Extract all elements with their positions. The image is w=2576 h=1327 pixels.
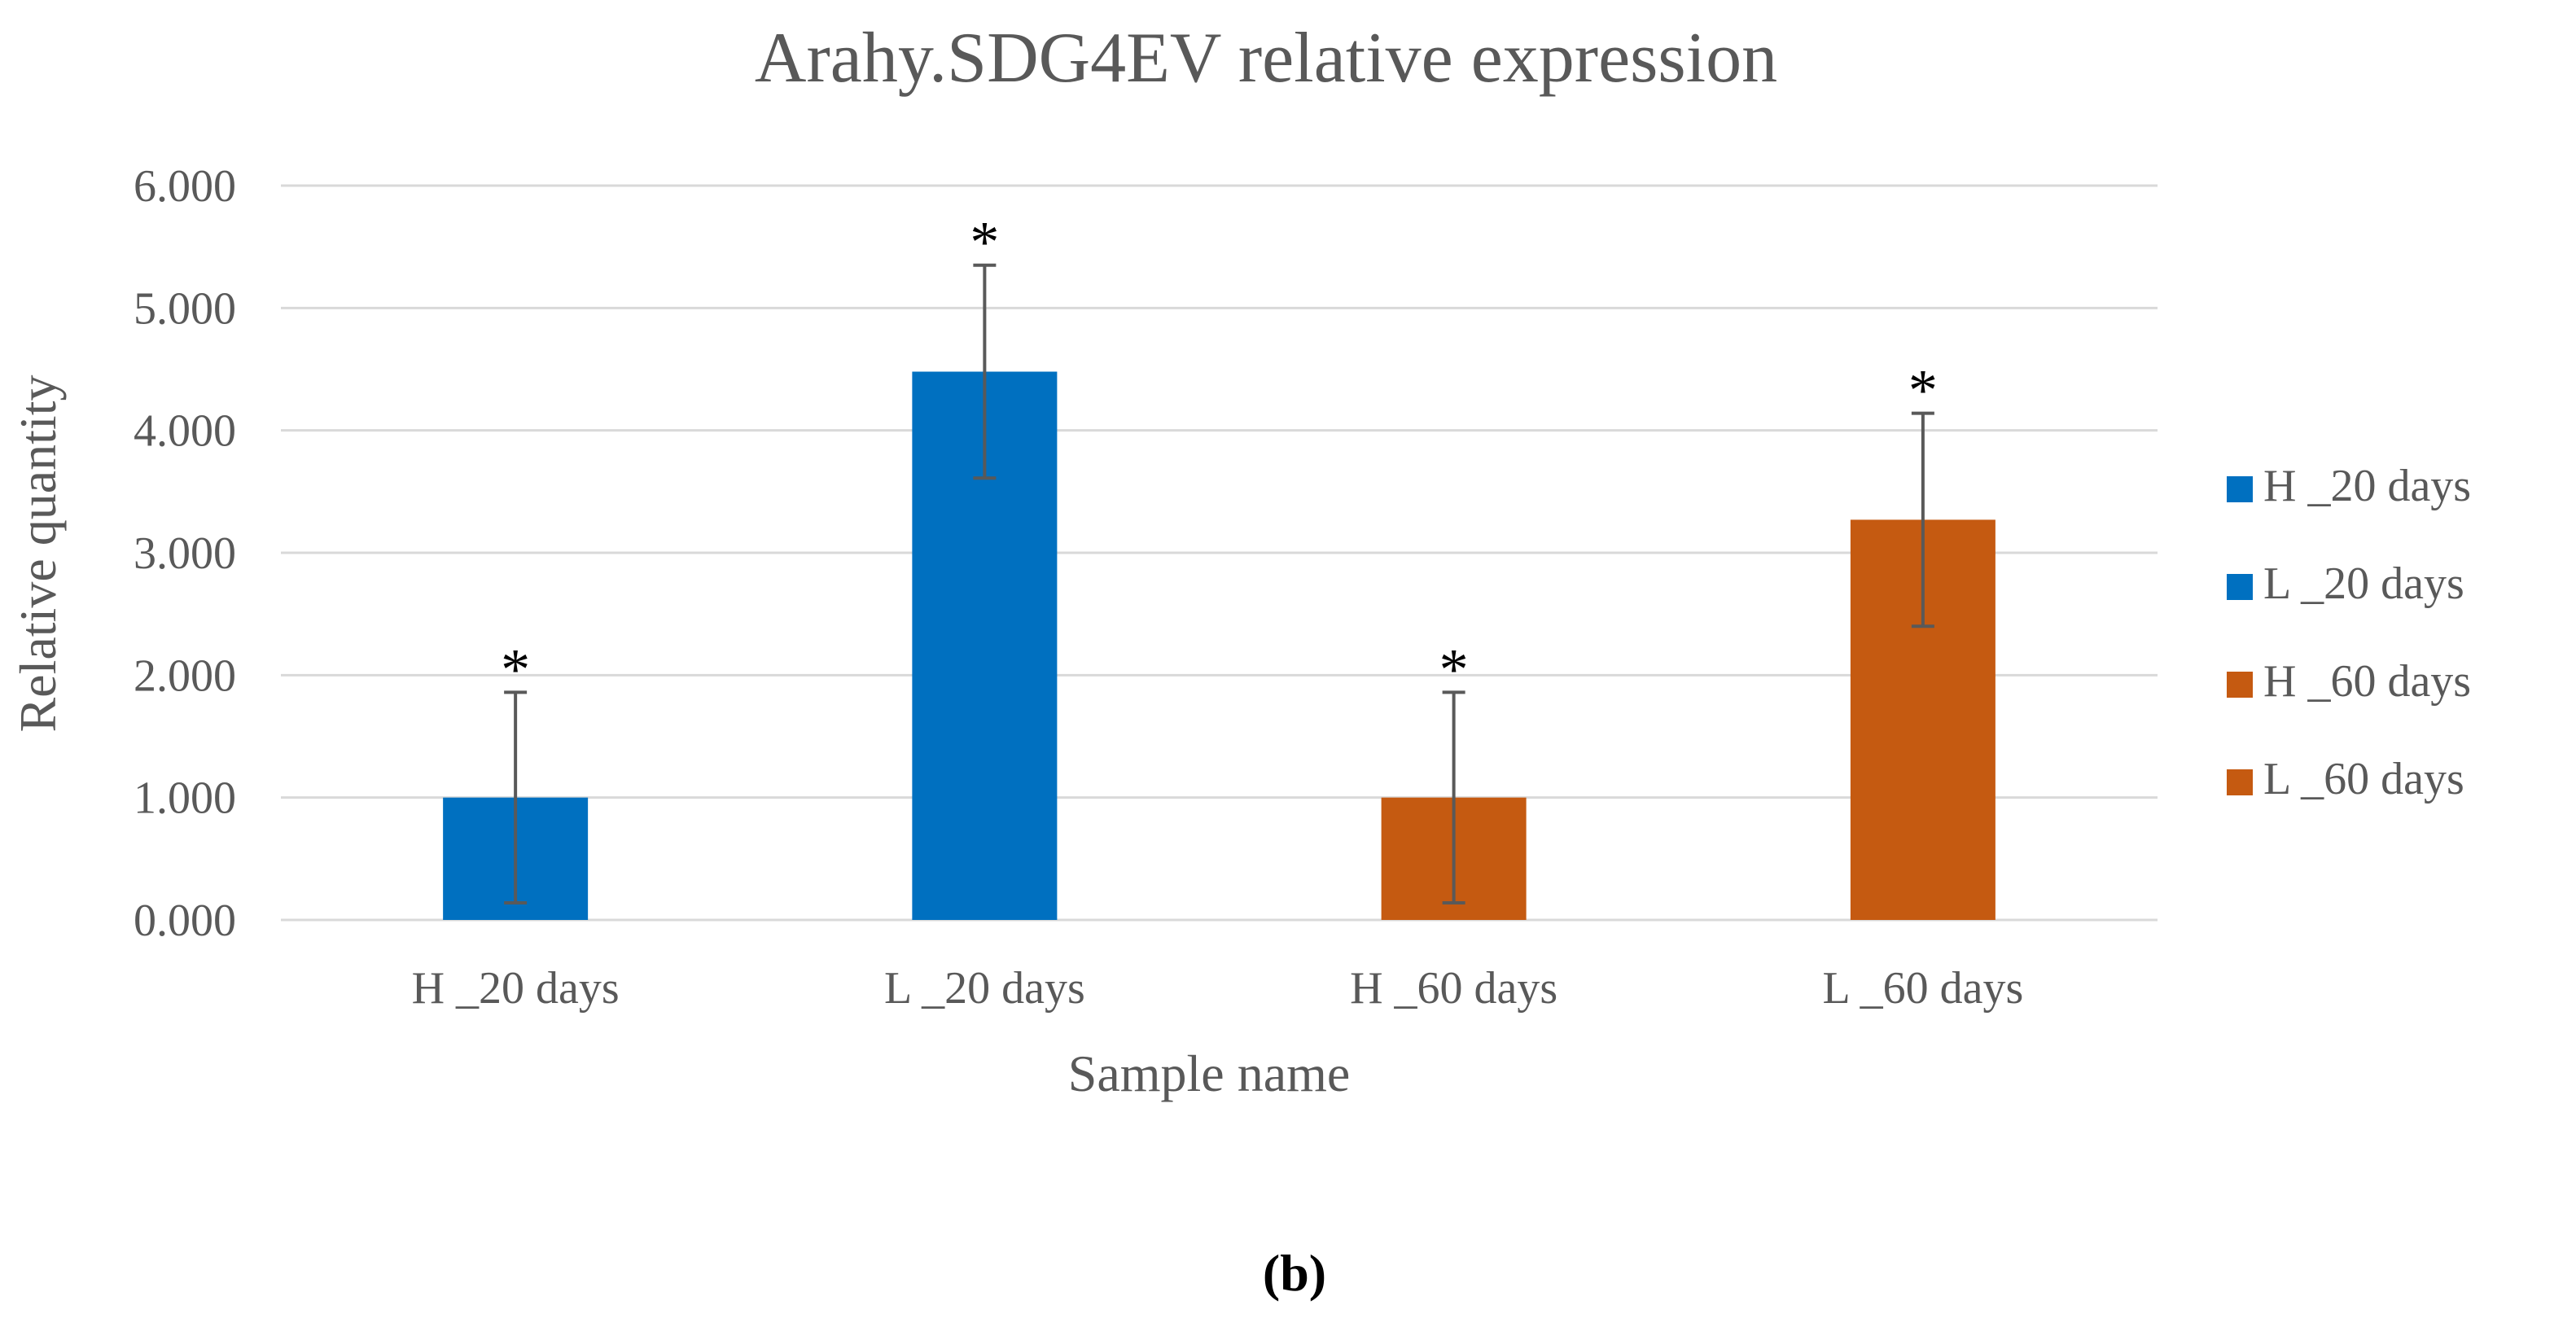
- x-tick-label: L _20 days: [884, 963, 1085, 1014]
- legend-label: H _20 days: [2263, 461, 2471, 511]
- y-tick-label: 6.000: [134, 161, 236, 212]
- y-tick-label: 1.000: [134, 773, 236, 824]
- legend-swatch: [2227, 574, 2253, 600]
- x-axis-title: Sample name: [1068, 1045, 1351, 1102]
- bars: [443, 371, 1996, 920]
- x-tick-label: H _20 days: [412, 963, 620, 1014]
- legend: H _20 days L _20 days H _60 days L _60 days: [2227, 461, 2471, 804]
- legend-swatch: [2227, 769, 2253, 795]
- x-axis-ticks: H _20 days L _20 days H _60 days L _60 days: [412, 963, 2024, 1014]
- error-bars: [504, 263, 1934, 904]
- y-axis-title: Relative quantity: [9, 375, 67, 733]
- significance-marks: * * * *: [501, 210, 1938, 703]
- y-axis-ticks: 0.000 1.000 2.000 3.000 4.000 5.000 6.000: [134, 161, 236, 946]
- x-tick-label: H _60 days: [1350, 963, 1557, 1014]
- gridlines: [281, 184, 2158, 922]
- chart-title: Arahy.SDG4EV relative expression: [755, 19, 1777, 98]
- legend-swatch: [2227, 672, 2253, 698]
- legend-label: H _60 days: [2263, 656, 2471, 707]
- legend-label: L _60 days: [2263, 754, 2464, 804]
- y-tick-label: 5.000: [134, 283, 236, 334]
- panel-label: (b): [1263, 1244, 1326, 1302]
- y-tick-label: 0.000: [134, 896, 236, 946]
- y-tick-label: 2.000: [134, 650, 236, 701]
- legend-swatch: [2227, 476, 2253, 502]
- y-tick-label: 3.000: [134, 528, 236, 579]
- significance-star: *: [970, 210, 999, 275]
- significance-star: *: [1908, 358, 1938, 423]
- x-tick-label: L _60 days: [1822, 963, 2023, 1014]
- y-tick-label: 4.000: [134, 406, 236, 457]
- significance-star: *: [1439, 637, 1469, 702]
- legend-label: L _20 days: [2263, 558, 2464, 609]
- significance-star: *: [501, 637, 530, 702]
